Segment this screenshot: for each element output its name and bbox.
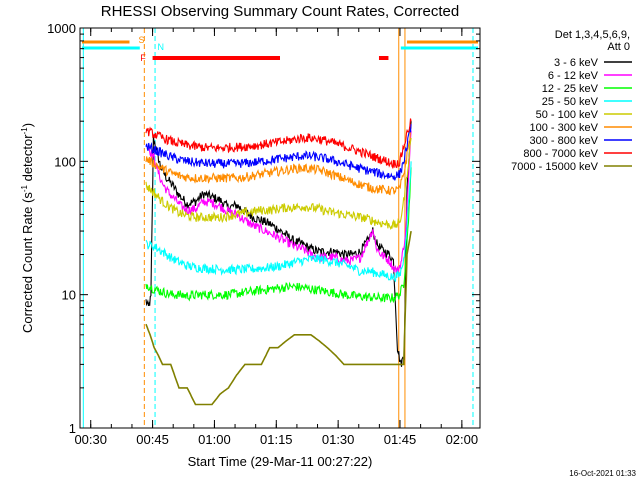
- state-flag-N: N: [158, 42, 165, 52]
- y-tick-label: 100: [54, 154, 76, 169]
- legend-header-0: Det 1,3,4,5,6,9,: [555, 29, 630, 41]
- y-axis-label: Corrected Count Rate (s-1 detector-1): [20, 123, 35, 333]
- series-line-4: [145, 137, 412, 231]
- x-tick-label: 01:30: [322, 432, 355, 447]
- legend-label-3: 25 - 50 keV: [542, 96, 599, 108]
- series-line-0: [145, 121, 412, 367]
- y-tick-label: 10: [62, 288, 76, 303]
- y-axis-label-sup1: -1: [20, 184, 29, 192]
- series-line-5: [145, 127, 412, 196]
- legend-label-6: 300 - 800 keV: [530, 135, 599, 147]
- x-axis-label: Start Time (29-Mar-11 00:27:22): [188, 454, 373, 469]
- x-tick-label: 01:45: [384, 432, 417, 447]
- state-flag-S: S: [139, 35, 145, 45]
- legend-label-2: 12 - 25 keV: [542, 83, 599, 95]
- series-line-8: [145, 230, 412, 406]
- y-axis-label-sup2: -1: [20, 127, 29, 135]
- x-tick-label: 00:45: [136, 432, 169, 447]
- x-tick-label: 02:00: [446, 432, 479, 447]
- plot-frame: [79, 27, 481, 429]
- legend-header-1: Att 0: [607, 41, 630, 53]
- series-line-2: [145, 167, 412, 304]
- legend-label-5: 100 - 300 keV: [530, 122, 599, 134]
- legend-label-0: 3 - 6 keV: [554, 57, 599, 69]
- x-tick-label: 01:00: [198, 432, 231, 447]
- y-axis-label-mid: detector: [20, 134, 35, 185]
- legend-label-4: 50 - 100 keV: [536, 109, 599, 121]
- series-line-3: [145, 161, 412, 283]
- series-line-6: [145, 124, 412, 181]
- y-tick-label: 1: [69, 421, 76, 436]
- y-axis-label-end: ): [20, 123, 35, 127]
- state-flag-F: F: [140, 53, 146, 63]
- axes: 1 10 100 1000 00:30 00:45 01:00 01:15 01:30 01:45…: [47, 21, 481, 447]
- footer-date: 16-Oct-2021 01:33: [569, 469, 636, 478]
- series-line-1: [145, 130, 412, 274]
- x-tick-label: 00:30: [74, 432, 107, 447]
- legend-label-7: 800 - 7000 keV: [523, 148, 598, 160]
- legend-label-1: 6 - 12 keV: [548, 70, 599, 82]
- series-line-7: [145, 118, 412, 170]
- chart-title: RHESSI Observing Summary Count Rates, Co…: [101, 3, 459, 20]
- y-axis-label-main: Corrected Count Rate (s: [20, 192, 35, 333]
- x-tick-label: 01:15: [260, 432, 293, 447]
- legend-label-8: 7000 - 15000 keV: [511, 161, 599, 173]
- plot-area: S N F: [82, 28, 478, 428]
- y-tick-label: 1000: [47, 21, 76, 36]
